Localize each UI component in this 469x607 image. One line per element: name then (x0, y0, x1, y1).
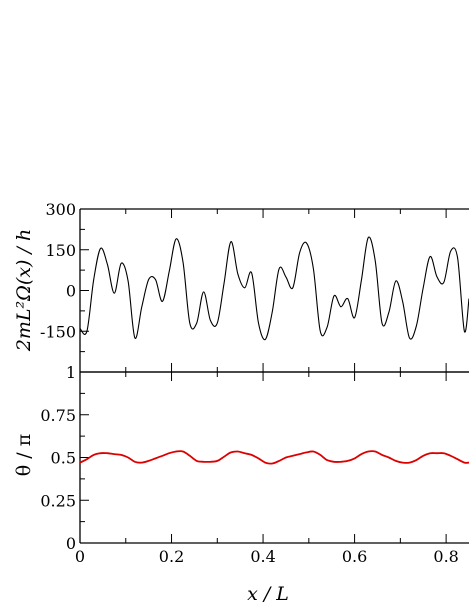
x-axis-label: x / L (247, 583, 289, 605)
top-y-axis-label: 2mL²Ω(x) / h (13, 229, 35, 352)
bottom-y-tick-label: 1 (66, 363, 76, 382)
bottom-y-axis-label: θ / π (13, 434, 35, 476)
x-tick-label: 0.8 (433, 547, 458, 566)
top-y-tick-label: 300 (45, 200, 76, 219)
x-tick-label: 0 (75, 547, 85, 566)
bottom-y-tick-label: 0 (66, 534, 76, 553)
x-tick-label: 0.4 (250, 547, 275, 566)
top-y-tick-label: 150 (45, 241, 76, 260)
bottom-y-tick-label: 0.25 (40, 491, 76, 510)
bottom-y-tick-label: 0.75 (40, 406, 76, 425)
bottom-y-tick-label: 0.5 (51, 449, 76, 468)
bottom-panel: 1 0.75 0.5 0.25 00 0.2 0.4 0.6 0.8 (40, 363, 469, 566)
top-panel: 300 150 0 -150 (40, 200, 469, 373)
top-series-line (79, 236, 469, 341)
bottom-series-line (79, 450, 469, 465)
top-y-tick-label: -150 (40, 322, 76, 341)
x-tick-label: 0.2 (159, 547, 184, 566)
top-y-tick-label: 0 (66, 282, 76, 301)
x-tick-label: 0.6 (342, 547, 367, 566)
